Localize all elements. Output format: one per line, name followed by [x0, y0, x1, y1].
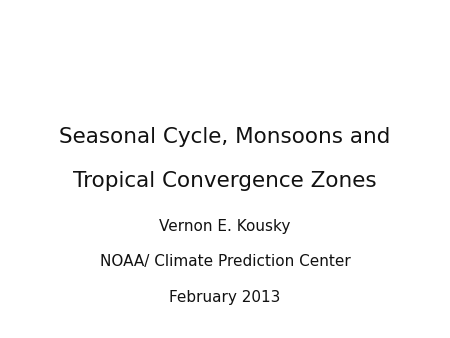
Text: Tropical Convergence Zones: Tropical Convergence Zones [73, 171, 377, 191]
Text: February 2013: February 2013 [169, 290, 281, 305]
Text: Vernon E. Kousky: Vernon E. Kousky [159, 219, 291, 234]
Text: NOAA/ Climate Prediction Center: NOAA/ Climate Prediction Center [99, 255, 351, 269]
Text: Seasonal Cycle, Monsoons and: Seasonal Cycle, Monsoons and [59, 127, 391, 147]
